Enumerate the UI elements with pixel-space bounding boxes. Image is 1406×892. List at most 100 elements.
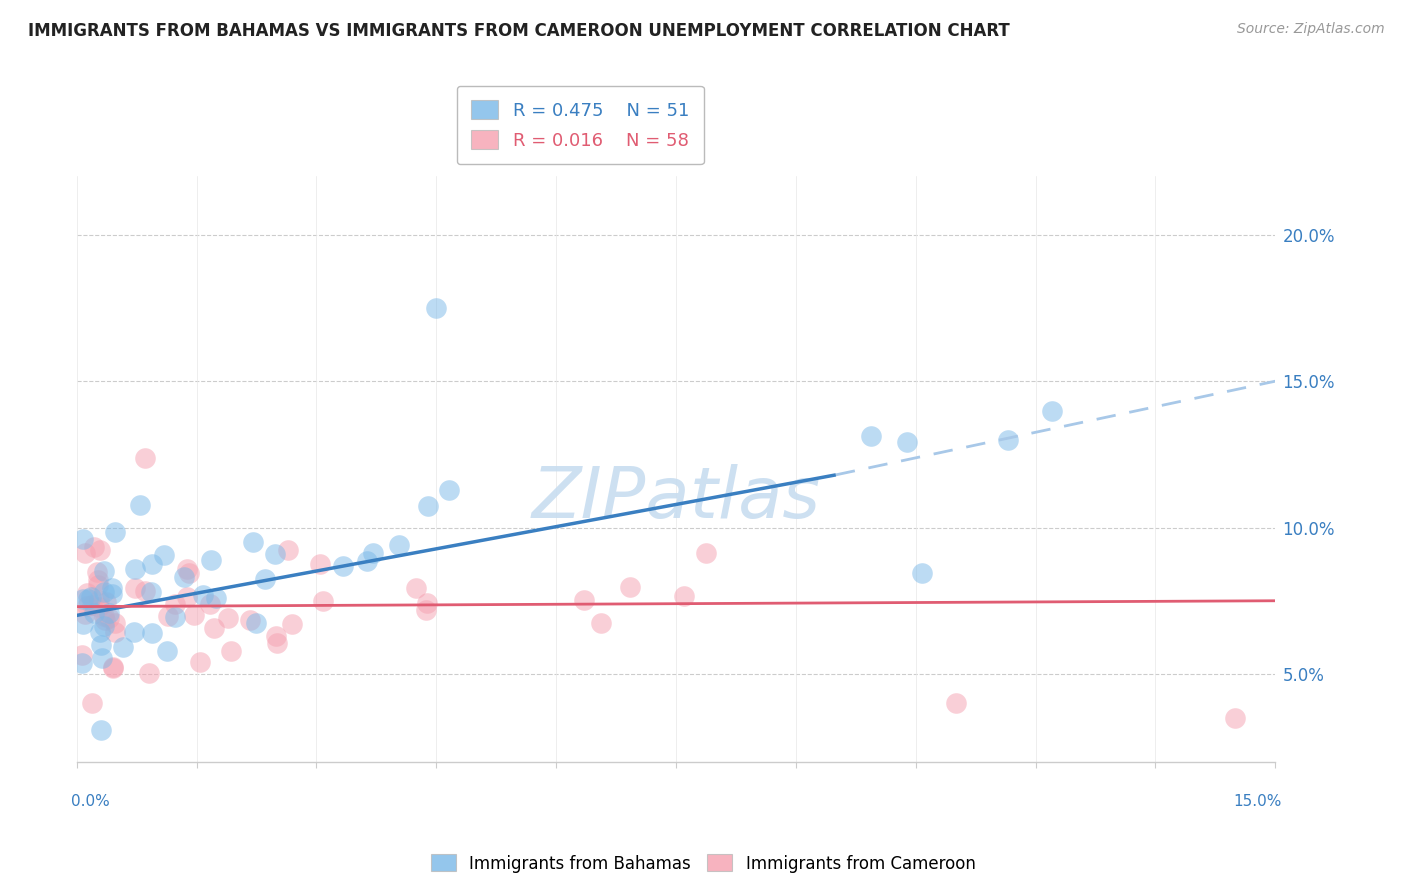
Point [72,592,94,607]
Point [91,650,114,665]
Point [176,562,198,576]
Point [356,554,378,568]
Point [911,566,934,580]
Point [217,611,239,625]
Legend: Immigrants from Bahamas, Immigrants from Cameroon: Immigrants from Bahamas, Immigrants from… [423,847,983,880]
Point [101,660,124,674]
Point [90,723,112,737]
Point [263,547,285,561]
Point [405,581,427,595]
Point [156,609,179,624]
Point [860,429,883,443]
Point [101,661,124,675]
Point [93,619,115,633]
Point [87,578,110,592]
Point [200,553,222,567]
Text: Source: ZipAtlas.com: Source: ZipAtlas.com [1237,22,1385,37]
Point [122,625,145,640]
Point [89,600,111,615]
Point [76,591,98,606]
Point [896,435,918,450]
Point [156,644,179,658]
Point [416,596,439,610]
Point [695,546,717,560]
Point [70,648,93,662]
Point [242,535,264,549]
Point [100,581,122,595]
Point [101,587,124,601]
Point [425,301,447,315]
Point [96,594,118,608]
Point [87,592,110,607]
Point [308,558,330,572]
Point [98,606,121,620]
Point [80,591,103,605]
Point [219,644,242,658]
Y-axis label: Unemployment: Unemployment [0,405,8,533]
Point [75,607,97,621]
Point [619,580,641,594]
Point [72,617,94,632]
Point [1040,403,1063,417]
Text: 0.0%: 0.0% [70,794,110,809]
Point [312,594,335,608]
Point [89,542,111,557]
Point [589,616,612,631]
Point [86,565,108,579]
Point [572,593,595,607]
Point [361,546,384,560]
Point [239,613,262,627]
Point [93,565,115,579]
Point [94,613,117,627]
Point [76,599,98,613]
Point [281,616,304,631]
Point [176,590,198,604]
Text: ZIPatlas: ZIPatlas [531,464,821,533]
Point [264,629,287,643]
Point [177,566,200,580]
Point [205,591,228,606]
Point [153,548,176,562]
Point [80,598,103,612]
Point [129,498,152,512]
Point [266,636,288,650]
Point [72,533,94,547]
Point [83,540,105,554]
Point [93,585,115,599]
Point [104,524,127,539]
Point [139,584,162,599]
Point [673,590,696,604]
Point [87,573,110,587]
Point [332,559,354,574]
Point [388,538,411,552]
Point [134,450,156,465]
Point [945,696,967,710]
Point [439,483,461,498]
Point [89,624,111,639]
Point [253,572,276,586]
Point [163,597,186,611]
Point [112,640,135,655]
Point [141,557,163,571]
Point [245,615,267,630]
Point [83,606,105,620]
Point [1225,711,1247,725]
Point [163,609,186,624]
Point [183,608,205,623]
Point [191,589,214,603]
Point [97,611,120,625]
Point [277,542,299,557]
Text: 15.0%: 15.0% [1233,794,1281,809]
Point [141,626,163,640]
Point [89,638,111,652]
Point [124,561,146,575]
Point [415,603,437,617]
Point [188,655,211,669]
Point [200,598,222,612]
Point [997,433,1019,447]
Point [93,609,115,624]
Legend: R = 0.475    N = 51, R = 0.016    N = 58: R = 0.475 N = 51, R = 0.016 N = 58 [457,86,703,164]
Point [104,616,127,631]
Point [134,584,156,599]
Text: IMMIGRANTS FROM BAHAMAS VS IMMIGRANTS FROM CAMEROON UNEMPLOYMENT CORRELATION CHA: IMMIGRANTS FROM BAHAMAS VS IMMIGRANTS FR… [28,22,1010,40]
